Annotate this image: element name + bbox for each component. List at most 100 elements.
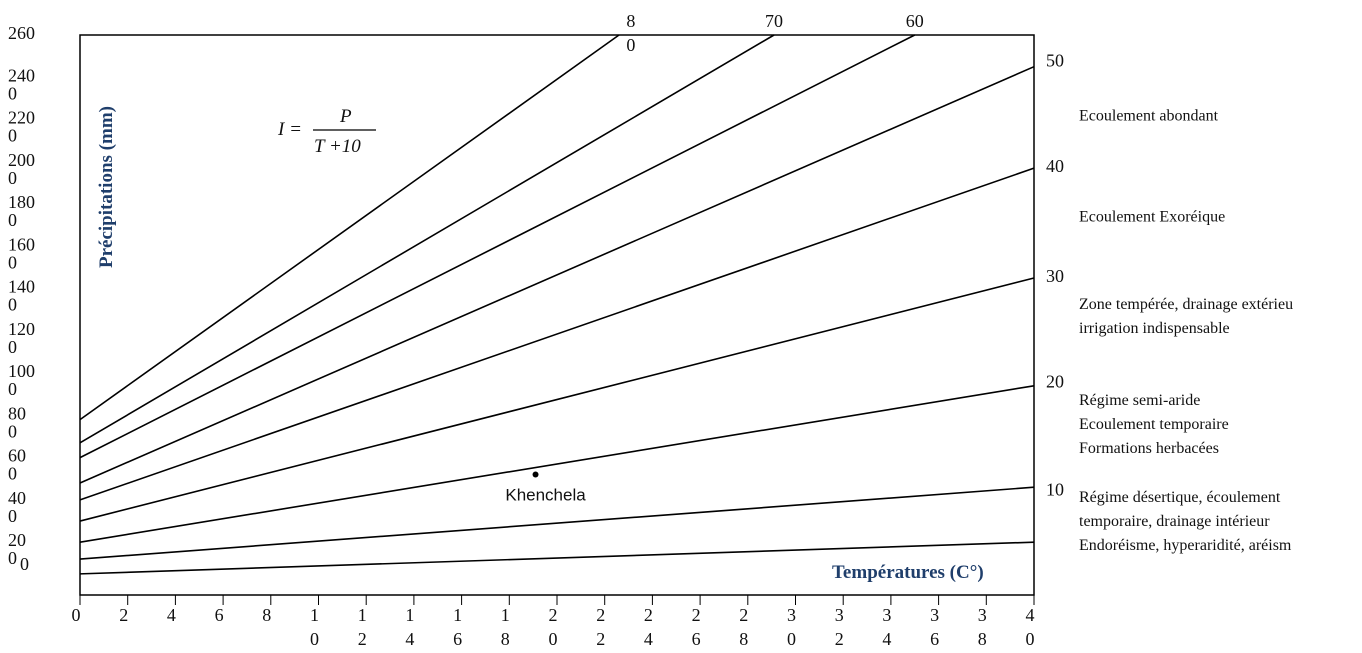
zone-descriptions: Ecoulement abondant Ecoulement Exoréique Z… [1079,107,1293,554]
x-tick-label: 2 [692,605,701,625]
x-tick-label: 1 [310,605,319,625]
x-tick-label: 6 [930,629,939,649]
y-tick-label: 0 [8,126,17,146]
x-tick-label: 2 [596,605,605,625]
index-line-5 [79,541,1035,575]
x-tick-label: 4 [405,629,414,649]
y-tick-label: 60 [8,446,26,466]
x-tick-label: 2 [739,605,748,625]
y-axis-ticks: 2602400220020001800160014001200100080060… [8,23,35,574]
right-index-label: 50 [1046,50,1064,70]
y-tick-label: 120 [8,319,35,339]
y-tick-label: 200 [8,150,35,170]
y-tick-label: 20 [8,530,26,550]
zone-label: temporaire, drainage intérieur [1079,513,1270,530]
formula: I = P T +10 [277,106,376,157]
zone-label: Endoréisme, hyperaridité, aréism [1079,537,1292,554]
top-index-label: 8 [626,11,635,31]
index-line-30 [79,167,1035,501]
point-khenchela: Khenchela [505,471,586,505]
right-index-label: 10 [1046,479,1064,499]
x-tick-label: 3 [882,605,891,625]
y-tick-label: 0 [8,252,17,272]
y-tick-label: 0 [8,464,17,484]
zone-label: Zone tempérée, drainage extérieu [1079,296,1293,313]
x-tick-label: 4 [644,629,653,649]
x-tick-label: 2 [119,605,128,625]
zone-label: Ecoulement temporaire [1079,416,1229,433]
y-tick-label: 0 [8,506,17,526]
x-tick-label: 3 [978,605,987,625]
y-tick-label: 0 [8,168,17,188]
y-tick-label: 0 [8,379,17,399]
y-tick-label: 0 [8,83,17,103]
x-tick-label: 8 [978,629,987,649]
y-tick-label: 0 [8,210,17,230]
y-tick-label: 40 [8,488,26,508]
y-tick-label: 0 [8,295,17,315]
point-label: Khenchela [505,486,586,505]
index-line-60 [79,34,916,459]
y-tick-label: 100 [8,361,35,381]
y-tick-label: 0 [8,421,17,441]
zone-label: Formations herbacées [1079,440,1219,457]
x-tick-label: 8 [739,629,748,649]
y-tick-label: 0 [8,337,17,357]
x-tick-label: 6 [692,629,701,649]
x-tick-label: 2 [596,629,605,649]
formula-lhs: I = [277,119,302,140]
x-tick-label: 3 [930,605,939,625]
x-tick-label: 6 [453,629,462,649]
right-index-label: 20 [1046,372,1064,392]
x-tick-label: 8 [501,629,510,649]
x-tick-label: 1 [501,605,510,625]
y-tick-label: 160 [8,234,35,254]
right-index-label: 40 [1046,156,1064,176]
y-tick-label: 0 [8,548,17,568]
x-tick-label: 3 [835,605,844,625]
x-tick-label: 0 [310,629,319,649]
x-tick-label: 4 [1026,605,1035,625]
zone-label: Régime désertique, écoulement [1079,489,1281,506]
top-index-label: 60 [906,11,924,31]
x-tick-label: 1 [358,605,367,625]
x-tick-label: 6 [215,605,224,625]
point-marker [532,471,539,478]
zone-label: Ecoulement abondant [1079,107,1219,124]
x-tick-label: 0 [549,629,558,649]
x-tick-label: 1 [453,605,462,625]
right-index-labels: 50 40 30 20 10 [1046,50,1064,499]
index-line-25 [79,277,1035,522]
zone-label: irrigation indispensable [1079,320,1230,337]
y-tick-label: 220 [8,108,35,128]
index-line-10 [79,486,1035,560]
x-tick-label: 3 [787,605,796,625]
y-tick-label: 240 [8,65,35,85]
x-tick-label: 2 [549,605,558,625]
index-line-40 [79,65,1035,484]
y-tick-label: 180 [8,192,35,212]
x-tick-label: 0 [787,629,796,649]
y-tick-label: 140 [8,277,35,297]
x-tick-label: 1 [405,605,414,625]
zone-label: Régime semi-aride [1079,392,1200,409]
x-tick-label: 2 [835,629,844,649]
formula-numerator: P [339,106,352,127]
index-line-70 [79,34,775,444]
x-tick-label: 2 [358,629,367,649]
index-line-80 [79,34,620,421]
y-tick-label: 80 [8,403,26,423]
x-tick-label: 4 [882,629,891,649]
x-tick-label: 2 [644,605,653,625]
x-tick-label: 8 [262,605,271,625]
x-tick-label: 4 [167,605,176,625]
x-axis-title: Températures (C°) [832,562,984,583]
top-index-label: 70 [765,11,783,31]
y-tick-label: 260 [8,23,35,43]
x-tick-label: 0 [1026,629,1035,649]
index-lines [79,34,1035,575]
zone-label: Ecoulement Exoréique [1079,209,1225,226]
